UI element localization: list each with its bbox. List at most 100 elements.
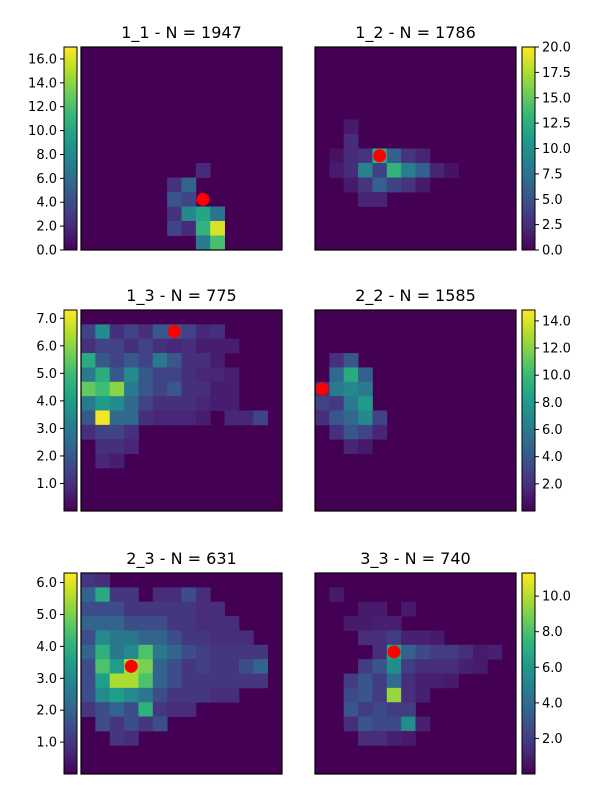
colorbar-segment [64, 680, 77, 685]
colorbar-segment [522, 229, 535, 234]
heatmap-cell [81, 616, 96, 631]
heatmap-cell [138, 396, 154, 411]
colorbar-segment [522, 148, 535, 153]
heatmap-cell [95, 353, 111, 368]
colorbar-tick-label: 0.0 [542, 244, 563, 259]
heatmap-cell [253, 673, 269, 689]
heatmap-cell [124, 324, 139, 340]
colorbar-segment [64, 629, 77, 634]
heatmap-cell [124, 424, 139, 440]
colorbar-segment [522, 743, 535, 748]
heatmap-cell [415, 630, 431, 646]
colorbar-segment [522, 447, 535, 452]
colorbar-segment [522, 158, 535, 163]
colorbar-segment [522, 172, 535, 177]
heatmap-cell [372, 616, 388, 631]
heatmap-cell [167, 221, 182, 236]
colorbar-segment [522, 104, 535, 109]
colorbar-segment [522, 733, 535, 738]
colorbar-segment [522, 676, 535, 681]
colorbar-segment [64, 646, 77, 651]
heatmap-cell [210, 353, 225, 368]
colorbar-tick-label: 3.0 [36, 422, 57, 437]
heatmap-cell [372, 644, 388, 660]
colorbar-segment [522, 74, 535, 78]
heatmap-cell [195, 630, 211, 646]
heatmap-cell [210, 221, 225, 236]
heatmap-cell [138, 381, 154, 397]
colorbar-segment [522, 507, 535, 512]
colorbar-segment [64, 172, 77, 177]
colorbar-segment [64, 236, 77, 241]
colorbar-segment [64, 623, 77, 628]
heatmap-cell [386, 148, 402, 164]
heatmap-cell [224, 687, 240, 703]
colorbar-segment [522, 313, 535, 318]
colorbar-segment [64, 583, 77, 587]
heatmap-cell [372, 177, 388, 193]
heatmap-cell [195, 644, 211, 660]
colorbar-segment [522, 366, 535, 371]
colorbar-segment [522, 168, 535, 173]
heatmap-cell [81, 338, 96, 354]
colorbar-segment [64, 182, 77, 187]
colorbar-segment [522, 182, 535, 187]
heatmap-cell [210, 338, 225, 354]
colorbar-segment [64, 753, 77, 758]
heatmap-cell [109, 630, 125, 646]
heatmap-cell [167, 192, 182, 207]
heatmap-cell [343, 410, 359, 426]
colorbar-segment [522, 663, 535, 668]
heatmap-cell [386, 716, 402, 732]
colorbar-segment [522, 60, 535, 65]
heatmap-cell [124, 702, 139, 717]
heatmap-cell [109, 687, 125, 703]
heatmap-cell [195, 601, 211, 617]
colorbar-segment [522, 199, 535, 204]
colorbar-segment [64, 373, 77, 378]
colorbar-segment [64, 474, 77, 478]
colorbar-segment [522, 700, 535, 705]
colorbar-segment [522, 336, 535, 341]
colorbar-segment [64, 74, 77, 78]
colorbar-segment [522, 50, 535, 55]
heatmap-cell [224, 616, 240, 631]
colorbar-segment [522, 320, 535, 324]
colorbar-segment [64, 360, 77, 365]
colorbar-segment [64, 168, 77, 173]
colorbar-segment [522, 589, 535, 594]
colorbar-tick-label: 6.0 [36, 339, 57, 354]
colorbar-segment [522, 162, 535, 166]
colorbar-segment [522, 717, 535, 721]
colorbar-segment [522, 747, 535, 752]
heatmap-cell [358, 396, 373, 411]
heatmap-cell [181, 206, 197, 222]
heatmap-cell [95, 644, 111, 660]
heatmap-cell [224, 644, 240, 660]
heatmap-cell [343, 134, 359, 149]
colorbar-segment [522, 686, 535, 691]
heatmap-cell [109, 644, 125, 660]
colorbar-segment [64, 151, 77, 156]
colorbar-segment [522, 633, 535, 638]
colorbar-segment [522, 727, 535, 731]
colorbar-segment [522, 750, 535, 755]
heatmap-cell [401, 702, 416, 717]
heatmap-cell [152, 367, 168, 383]
colorbar-segment [522, 470, 535, 475]
heatmap-cell [109, 410, 125, 426]
colorbar-segment [64, 636, 77, 641]
colorbar-segment [522, 189, 535, 193]
heatmap-cell [195, 673, 211, 689]
colorbar-segment [522, 131, 535, 136]
heatmap-cell [210, 644, 225, 660]
colorbar-segment [522, 397, 535, 401]
colorbar-segment [522, 464, 535, 468]
heatmap-cell [343, 119, 359, 135]
colorbar-segment [64, 437, 77, 442]
colorbar-segment [64, 484, 77, 489]
heatmap-cell [224, 338, 240, 354]
colorbar-segment [522, 134, 535, 139]
colorbar-segment [64, 504, 77, 509]
colorbar-segment [64, 700, 77, 705]
